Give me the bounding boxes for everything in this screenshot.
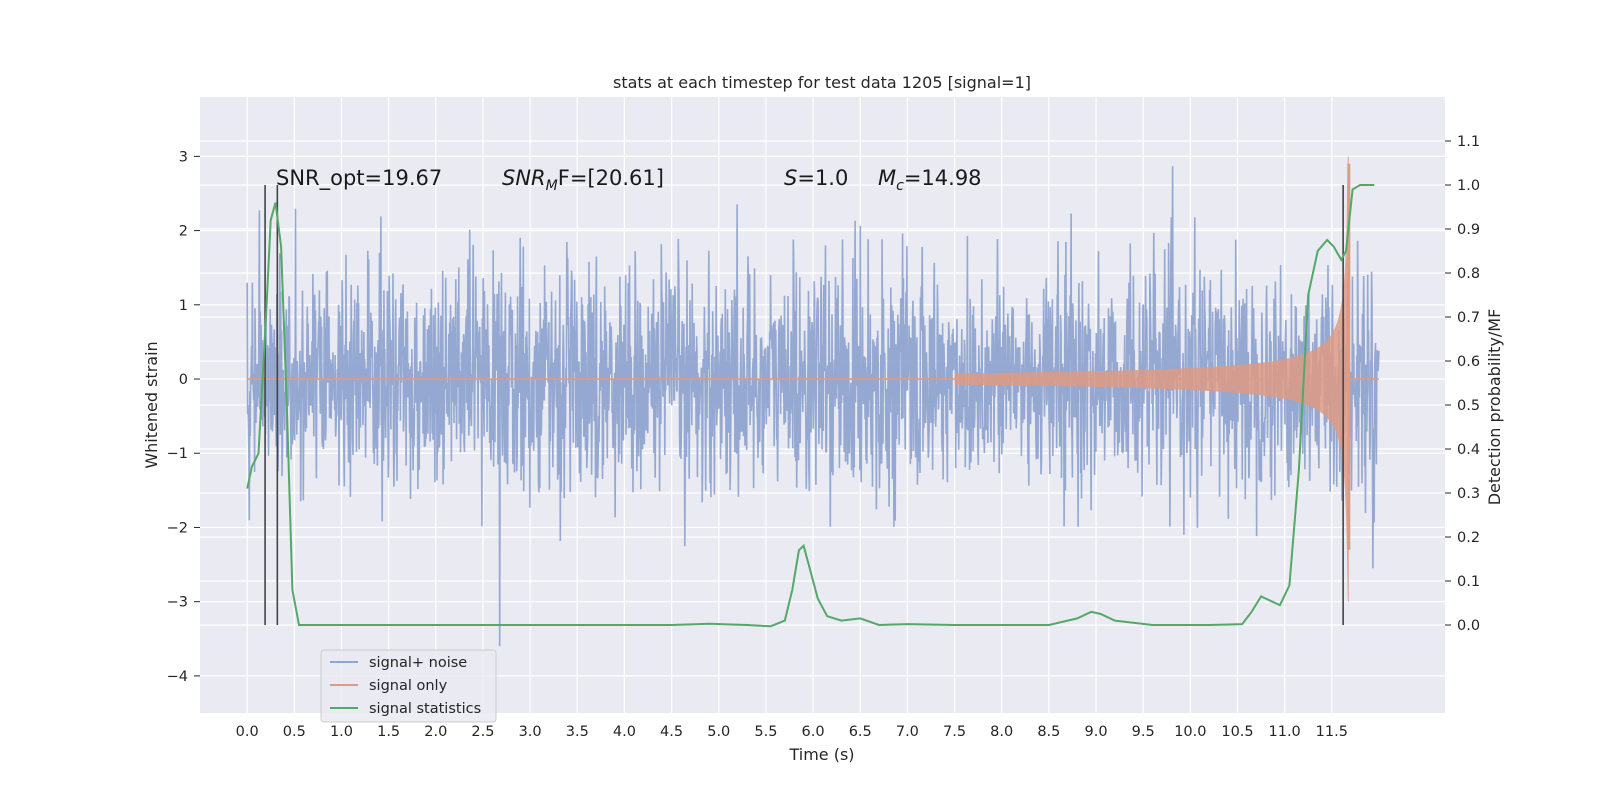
annotation-s-main: S	[784, 166, 797, 190]
y2-tick-label: 0.5	[1457, 398, 1480, 414]
x-tick-label: 0.5	[283, 724, 306, 740]
y2-tick-label: 1.1	[1457, 134, 1480, 150]
signal-statistics-layer	[246, 184, 1375, 628]
y2-tick-label: 0.0	[1457, 618, 1480, 634]
legend-label-signal-noise: signal+ noise	[369, 655, 467, 671]
x-tick-label: 5.0	[707, 724, 730, 740]
x-tick-label: 9.0	[1084, 724, 1107, 740]
y-tick-label: −3	[167, 595, 188, 611]
x-tick-label: 6.5	[849, 724, 872, 740]
x-tick-label: 0.0	[236, 724, 259, 740]
y2-tick-label: 0.8	[1457, 266, 1480, 282]
annotation-snr-mf-rest: F=[20.61]	[558, 166, 664, 190]
x-tick-label: 10.5	[1221, 724, 1253, 740]
x-tick-label: 8.5	[1037, 724, 1060, 740]
y2-tick-label: 0.9	[1457, 222, 1480, 238]
x-tick-label: 11.5	[1316, 724, 1348, 740]
y2-tick-label: 0.1	[1457, 574, 1480, 590]
x-tick-label: 11.0	[1269, 724, 1301, 740]
legend-box	[320, 649, 497, 723]
series-signal-noise	[246, 166, 1380, 647]
annotation-mc-rest: =14.98	[904, 166, 982, 190]
x-tick-label: 7.5	[943, 724, 966, 740]
legend-label-signal-statistics: signal statistics	[369, 701, 481, 717]
x-tick-label: 6.0	[802, 724, 825, 740]
x-tick-label: 1.0	[330, 724, 353, 740]
x-tick-label: 2.0	[424, 724, 447, 740]
legend-label-signal-only: signal only	[369, 678, 448, 694]
x-tick-label: 2.5	[471, 724, 494, 740]
annotation-snr-opt: SNR_opt=19.67	[276, 166, 442, 191]
y-tick-label: 3	[179, 149, 188, 165]
annotation-s: S=1.0	[784, 166, 848, 190]
annotation-s-rest: =1.0	[797, 166, 848, 190]
x-tick-label: 1.5	[377, 724, 400, 740]
y-tick-label: −1	[167, 446, 188, 462]
chart-title: stats at each timestep for test data 120…	[613, 73, 1031, 92]
y2-axis-label: Detection probability/MF	[1485, 309, 1504, 506]
legend: signal+ noise signal only signal statist…	[320, 649, 497, 723]
y2-tick-label: 1.0	[1457, 178, 1480, 194]
annotation-mc-main: M	[878, 166, 896, 190]
annotation-mc-sub: c	[896, 178, 904, 194]
y-tick-label: 1	[179, 298, 188, 314]
x-tick-label: 4.0	[613, 724, 636, 740]
series-layer	[246, 156, 1380, 647]
x-tick-label: 3.5	[566, 724, 589, 740]
y2-tick-label: 0.4	[1457, 442, 1480, 458]
y2-tick-label: 0.3	[1457, 486, 1480, 502]
series-signal-statistics	[246, 184, 1375, 628]
x-tick-label: 7.0	[896, 724, 919, 740]
x-tick-label: 10.0	[1174, 724, 1206, 740]
tick-labels: 0.0 0.5 1.0 1.5 2.0 2.5 3.0 3.5 4.0 4.5 5.0 5.5 6.0 6…	[167, 134, 1480, 740]
x-tick-label: 5.5	[754, 724, 777, 740]
y2-tick-label: 0.2	[1457, 530, 1480, 546]
y2-tick-label: 0.6	[1457, 354, 1480, 370]
x-tick-label: 3.0	[519, 724, 542, 740]
y-tick-label: −4	[167, 669, 188, 685]
x-axis-label: Time (s)	[788, 745, 854, 764]
y-axis-label: Whitened strain	[142, 341, 161, 468]
annotation-snr-mf: SNRMF=[20.61]	[502, 166, 664, 194]
x-tick-label: 8.0	[990, 724, 1013, 740]
annotation-snr-mf-main: SNR	[502, 166, 546, 190]
annotation-mc: Mc=14.98	[878, 166, 982, 194]
x-tick-label: 9.5	[1132, 724, 1155, 740]
y2-tick-label: 0.7	[1457, 310, 1480, 326]
y-tick-label: −2	[167, 520, 188, 536]
x-tick-label: 4.5	[660, 724, 683, 740]
annotation-snr-mf-sub: M	[546, 178, 558, 194]
y-tick-label: 0	[179, 372, 188, 388]
y-tick-label: 2	[179, 224, 188, 240]
